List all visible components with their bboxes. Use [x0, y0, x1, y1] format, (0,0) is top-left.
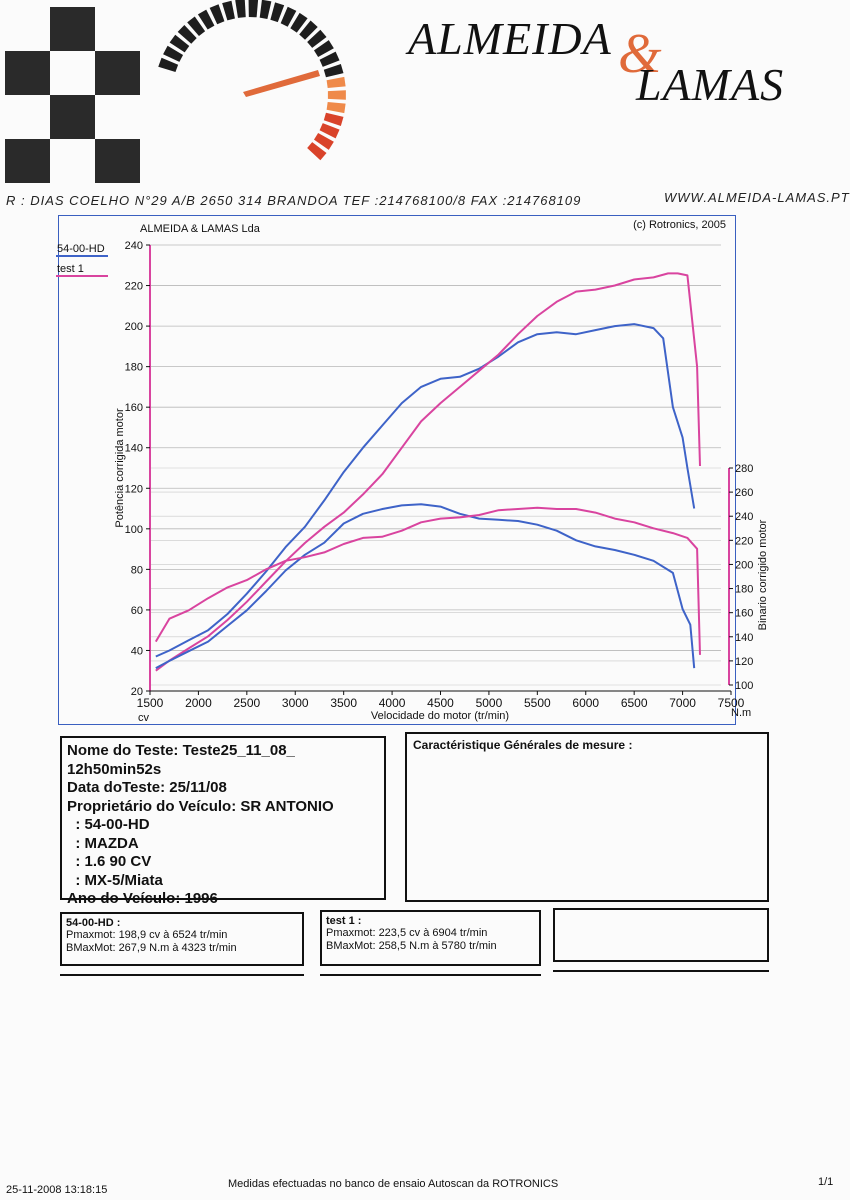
print-timestamp: 25-11-2008 13:18:15 — [6, 1184, 108, 1196]
y-tick-label-right: 100 — [735, 680, 753, 692]
y-tick-label-right: 220 — [735, 535, 753, 547]
series-line-torque-54-00-hd — [155, 503, 696, 669]
x-tick-label: 6500 — [621, 696, 648, 710]
y-tick-label-right: 280 — [735, 463, 753, 475]
company-address: R : DIAS COELHO N°29 A/B 2650 314 BRANDO… — [6, 193, 582, 208]
x-tick-label: 4500 — [427, 696, 454, 710]
y-tick-label-right: 260 — [735, 487, 753, 499]
y-tick-label-right: 200 — [735, 559, 753, 571]
y-axis-label-right: Binario corrigido motor — [757, 519, 769, 630]
y-tick-label-left: 240 — [125, 240, 143, 252]
x-tick-label: 3000 — [282, 696, 309, 710]
y-tick-label-left: 80 — [131, 564, 143, 576]
legend-label: test 1 — [57, 263, 84, 275]
vehicle2-pmax: Pmaxmot: 223,5 cv à 6904 tr/min — [326, 927, 488, 939]
test-info-line: : 1.6 90 CV — [67, 853, 152, 870]
y-tick-label-right: 240 — [735, 511, 753, 523]
company-website[interactable]: WWW.ALMEIDA-LAMAS.PT — [664, 190, 850, 205]
y-tick-label-left: 200 — [125, 321, 143, 333]
chart-frame — [58, 215, 736, 725]
footer-note: Medidas efectuadas no banco de ensaio Au… — [228, 1178, 559, 1190]
divider-line — [553, 970, 769, 972]
y-tick-label-right: 120 — [735, 656, 753, 668]
test-info-line: Nome do Teste: Teste25_11_08_ — [67, 742, 295, 759]
series-line-torque-test-1 — [154, 506, 701, 655]
test-info-line: : MAZDA — [67, 834, 139, 852]
x-tick-label: 2500 — [233, 696, 260, 710]
y-tick-label-left: 140 — [125, 443, 143, 455]
empty-results-box — [553, 908, 769, 962]
characteristics-title: Caractéristique Générales de mesure : — [413, 738, 633, 752]
y-tick-label-left: 180 — [125, 362, 143, 374]
vehicle2-results-title: test 1 : — [326, 915, 362, 927]
vehicle1-results-title: 54-00-HD : — [66, 917, 121, 929]
series-line-power-test-1 — [155, 272, 701, 672]
brand-ampersand: & — [618, 23, 662, 85]
vehicle1-results-box: 54-00-HD : Pmaxmot: 198,9 cv à 6524 tr/m… — [60, 912, 304, 966]
test-info-line: : 54-00-HD — [67, 816, 150, 833]
x-tick-label: 7000 — [669, 696, 696, 710]
x-tick-label: 4000 — [379, 696, 406, 710]
x-tick-label: 5000 — [476, 696, 503, 710]
y-tick-label-left: 60 — [131, 605, 143, 617]
x-unit-label: cv — [138, 712, 150, 724]
x-tick-label: 7500 — [718, 696, 745, 710]
vehicle2-bmax: BMaxMot: 258,5 N.m à 5780 tr/min — [326, 940, 497, 952]
divider-line — [60, 974, 304, 976]
test-info-line: 12h50min52s — [67, 760, 162, 778]
series-line-power-54-00-hd — [155, 323, 696, 658]
y-tick-label-left: 160 — [125, 402, 143, 414]
y-tick-label-left: 120 — [125, 483, 143, 495]
y-axis-label-left: Potência corrigida motor — [114, 408, 126, 528]
brand-name-lamas: LAMAS — [636, 59, 785, 110]
chart-title: ALMEIDA & LAMAS Lda — [140, 223, 261, 235]
x-tick-label: 6000 — [572, 696, 599, 710]
test-info-line: Proprietário do Veículo: SR ANTONIO — [67, 797, 334, 815]
y-tick-label-left: 100 — [125, 524, 143, 536]
test-info-lines: Nome do Teste: Teste25_11_08_ 12h50min52s… — [67, 742, 379, 909]
y-tick-label-left: 40 — [131, 645, 143, 657]
y-tick-label-left: 20 — [131, 686, 143, 698]
x-tick-label: 5500 — [524, 696, 551, 710]
characteristics-box: Caractéristique Générales de mesure : — [405, 732, 769, 902]
x-tick-label: 3500 — [330, 696, 357, 710]
page-number: 1/1 — [818, 1176, 834, 1188]
x-tick-label: 2000 — [185, 696, 212, 710]
x-tick-label: 1500 — [137, 696, 164, 710]
test-info-line: : MX-5/Miata — [67, 871, 163, 889]
vehicle1-bmax: BMaxMot: 267,9 N.m à 4323 tr/min — [66, 942, 237, 954]
vehicle1-pmax: Pmaxmot: 198,9 cv à 6524 tr/min — [66, 929, 228, 941]
y-tick-label-right: 160 — [735, 608, 753, 620]
y-tick-label-left: 220 — [125, 281, 143, 293]
y-tick-label-right: 140 — [735, 632, 753, 644]
chart-copyright: (c) Rotronics, 2005 — [633, 219, 726, 231]
test-info-line: Data doTeste: 25/11/08 — [67, 779, 227, 796]
test-info-line: Ano do Veículo: 1996 — [67, 890, 218, 907]
logo — [0, 0, 400, 195]
divider-line — [320, 974, 541, 976]
vehicle2-results-box: test 1 : Pmaxmot: 223,5 cv à 6904 tr/min… — [320, 910, 541, 966]
y-tick-label-right: 180 — [735, 584, 753, 596]
x-unit-label-right: N.m — [731, 707, 751, 719]
test-info-box: Nome do Teste: Teste25_11_08_ 12h50min52s… — [60, 736, 386, 907]
x-axis-label: Velocidade do motor (tr/min) — [371, 710, 509, 722]
speedometer-graphic — [158, 0, 346, 161]
brand-name-almeida: ALMEIDA — [408, 13, 612, 64]
dyno-chart: 1500 2000 2500 3000 3500 4000 4500 5000 5500 6000… — [56, 219, 769, 724]
legend-label: 54-00-HD — [57, 243, 105, 255]
